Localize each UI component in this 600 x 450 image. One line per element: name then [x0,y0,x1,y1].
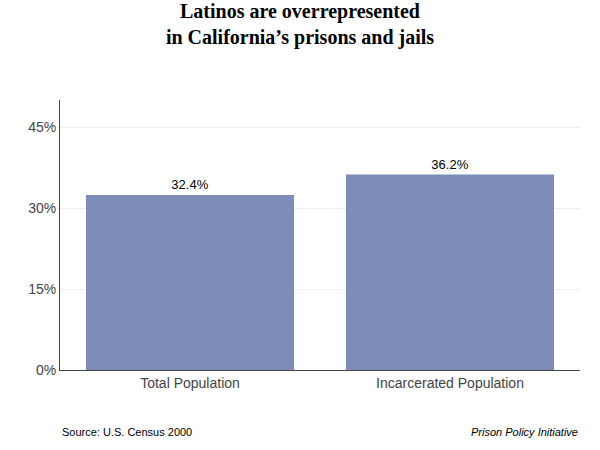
svg-text:Source: U.S. Census 2000: Source: U.S. Census 2000 [62,426,192,438]
svg-text:Total Population: Total Population [140,375,240,391]
svg-text:45%: 45% [28,119,56,135]
svg-text:0%: 0% [36,362,56,378]
svg-text:Latinos are overrepresentedin: Latinos are overrepresentedin California… [166,0,434,49]
svg-text:Incarcerated Population: Incarcerated Population [376,375,524,391]
svg-text:Prison Policy Initiative: Prison Policy Initiative [471,426,578,438]
svg-text:15%: 15% [28,281,56,297]
svg-text:32.4%: 32.4% [171,177,208,192]
svg-text:30%: 30% [28,200,56,216]
svg-text:36.2%: 36.2% [431,157,468,172]
